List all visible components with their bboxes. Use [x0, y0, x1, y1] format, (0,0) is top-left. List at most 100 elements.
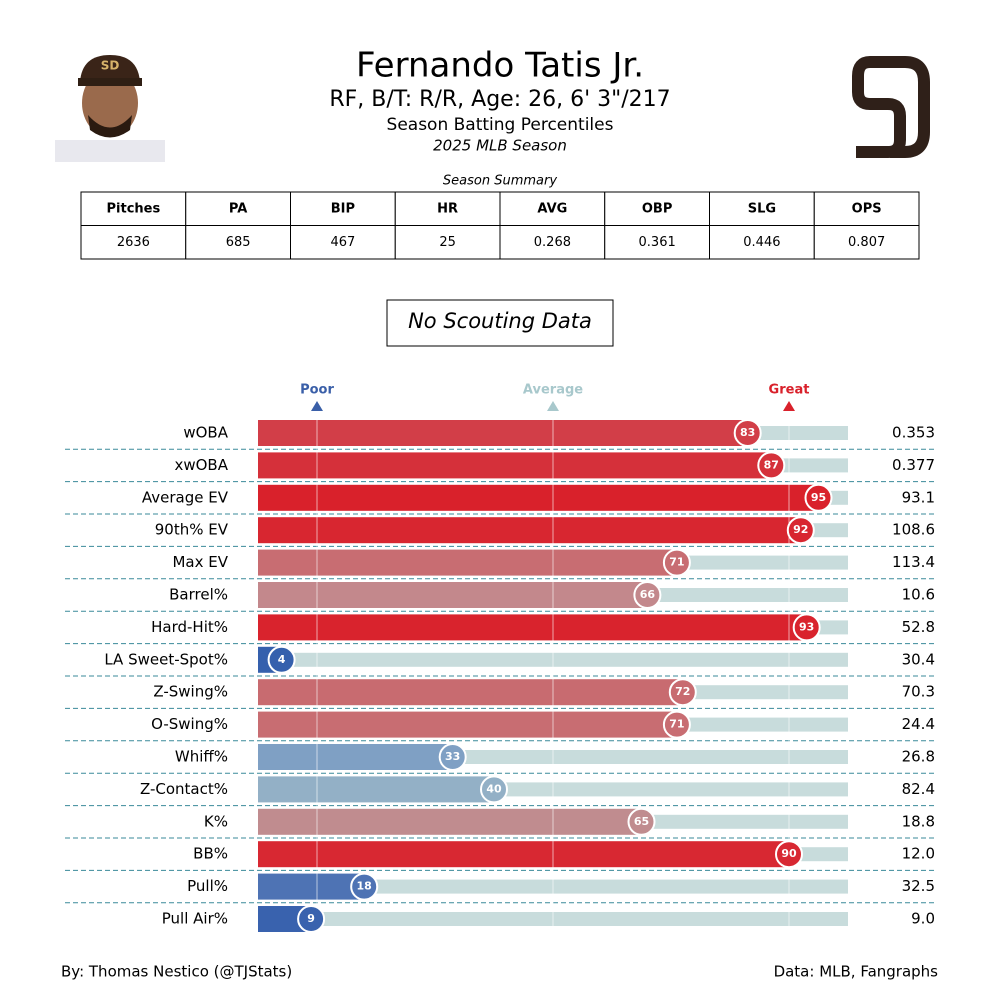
cell-value: 0.268 [534, 235, 571, 250]
column-header: AVG [537, 201, 567, 216]
value-label: 9 [307, 912, 315, 925]
bar [258, 484, 819, 511]
cell-value: 0.446 [743, 235, 780, 250]
stat-value: 18.8 [902, 812, 935, 830]
table-cell [185, 225, 291, 260]
column-header: HR [437, 201, 458, 216]
stat-value: 10.6 [902, 586, 935, 604]
summary-table: Pitches PA BIP HR AVG OBP SLG OPS 2636 685 467 25 0.… [80, 191, 920, 260]
value-label: 71 [669, 556, 684, 569]
table-cell [604, 225, 710, 260]
value-dot [662, 710, 691, 739]
footer-source: Data: MLB, Fangraphs [774, 963, 939, 981]
stat-value: 82.4 [902, 780, 935, 798]
metric-label: Z-Swing% [153, 683, 228, 701]
value-label: 18 [357, 880, 372, 893]
value-dot [662, 548, 691, 577]
stat-value: 108.6 [892, 521, 935, 539]
value-dot [792, 613, 821, 642]
tick-marker [311, 401, 323, 411]
table-cell [290, 225, 396, 260]
metric-label: Max EV [172, 553, 228, 571]
column-header: PA [229, 201, 247, 216]
cell-value: 0.807 [848, 235, 885, 250]
bar [258, 873, 365, 900]
metric-label: Average EV [142, 488, 229, 506]
metric-label: O-Swing% [151, 715, 228, 733]
scouting-box [386, 299, 614, 347]
metric-label: BB% [193, 845, 228, 863]
x-tick-label: Great [769, 383, 810, 398]
metric-label: 90th% EV [155, 521, 229, 539]
value-dot [733, 419, 762, 447]
value-dot [757, 451, 786, 480]
value-dot [668, 678, 697, 707]
value-label: 65 [634, 815, 649, 828]
table-cell [813, 225, 920, 260]
table-cell [499, 225, 606, 260]
stat-value: 9.0 [911, 910, 935, 928]
column-header: Pitches [107, 201, 161, 216]
value-dot [775, 840, 803, 869]
svg-text:SD: SD [101, 59, 120, 73]
footer-credit: By: Thomas Nestico (@TJStats) [61, 963, 292, 981]
value-label: 66 [640, 588, 656, 601]
bar [258, 841, 789, 868]
metric-label: Hard-Hit% [151, 618, 228, 636]
value-dot [267, 645, 296, 674]
header-cell [499, 191, 606, 226]
season: 2025 MLB Season [433, 137, 567, 155]
player-info: RF, B/T: R/R, Age: 26, 6' 3"/217 [329, 87, 670, 112]
value-dot [480, 775, 508, 804]
metric-label: Pull% [187, 877, 228, 895]
value-label: 33 [445, 750, 460, 763]
cell-value: 0.361 [639, 235, 676, 250]
value-dot [297, 905, 326, 933]
table-title: Season Summary [443, 174, 557, 189]
metric-label: xwOBA [174, 456, 228, 474]
column-header: SLG [748, 201, 776, 216]
stat-value: 0.353 [892, 424, 935, 442]
team-logo [852, 56, 930, 158]
bar [258, 420, 748, 446]
bar [258, 808, 642, 835]
value-label: 71 [669, 718, 684, 731]
header-cell [813, 191, 920, 226]
scouting-text: No Scouting Data [408, 309, 592, 333]
bar [258, 744, 453, 770]
tick-marker [783, 401, 795, 411]
cell-value: 25 [439, 235, 456, 250]
value-dot [627, 807, 656, 836]
bar [258, 582, 648, 608]
metric-label: LA Sweet-Spot% [104, 650, 228, 668]
stat-value: 30.4 [902, 650, 935, 668]
header-cell [709, 191, 815, 226]
table-cell [709, 225, 815, 260]
percentile-plot: wOBA 0.353 xwOBA 0.377 Average EV 93.1 90th% E… [65, 383, 935, 933]
stat-value: 12.0 [902, 845, 935, 863]
metric-label: wOBA [183, 424, 228, 442]
x-tick-label: Average [523, 383, 583, 398]
value-dot [350, 872, 379, 901]
value-label: 83 [740, 426, 755, 439]
table-cell [394, 225, 501, 260]
stat-value: 93.1 [902, 488, 935, 506]
value-dot [804, 483, 833, 512]
value-label: 93 [799, 620, 814, 633]
bar [258, 679, 683, 706]
bar [258, 549, 677, 576]
value-dot [438, 743, 467, 771]
bar [258, 711, 677, 738]
cell-value: 467 [330, 235, 355, 250]
column-header: OBP [642, 201, 673, 216]
value-label: 40 [486, 782, 502, 795]
stat-value: 113.4 [892, 553, 935, 571]
metric-label: K% [204, 812, 228, 830]
player-headshot: SD [55, 55, 165, 162]
bar [258, 517, 801, 544]
metric-label: Pull Air% [162, 910, 228, 928]
player-name: Fernando Tatis Jr. [356, 46, 644, 86]
stat-value: 32.5 [902, 877, 935, 895]
stat-value: 0.377 [892, 456, 935, 474]
